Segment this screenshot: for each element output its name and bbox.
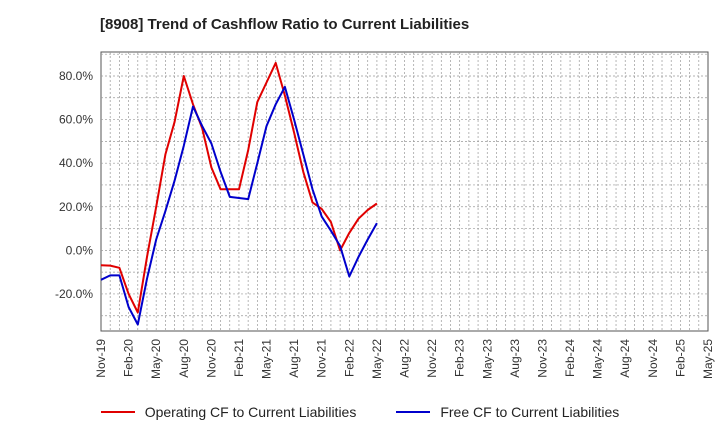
legend-swatch-free-cf: [396, 411, 431, 413]
x-tick-label: May-25: [701, 339, 715, 379]
y-tick-label: 80.0%: [59, 69, 93, 83]
x-tick-label: Nov-24: [646, 339, 660, 378]
x-tick-label: Nov-21: [315, 339, 329, 378]
x-tick-label: Feb-24: [563, 339, 577, 377]
x-tick-label: Feb-20: [122, 339, 136, 377]
series-line-free-cf: [100, 85, 378, 326]
x-tick-label: Aug-24: [618, 339, 632, 378]
chart-title: [8908] Trend of Cashflow Ratio to Curren…: [100, 16, 470, 33]
x-tick-label: Aug-21: [287, 339, 301, 378]
legend-label-operating-cf: Operating CF to Current Liabilities: [144, 404, 357, 420]
x-tick-label: Aug-20: [177, 339, 191, 378]
x-tick-label: May-24: [591, 339, 605, 379]
x-tick-label: Aug-23: [508, 339, 522, 378]
legend-swatch-operating-cf: [100, 411, 135, 413]
x-tick-label: May-20: [149, 339, 163, 379]
x-tick-label: Feb-21: [232, 339, 246, 377]
legend-item-free-cf: Free CF to Current Liabilities: [396, 404, 619, 420]
legend-item-operating-cf: Operating CF to Current Liabilities: [100, 404, 357, 420]
x-tick-label: May-23: [480, 339, 494, 379]
x-tick-label: Nov-22: [425, 339, 439, 378]
x-tick-label: Feb-22: [342, 339, 356, 377]
y-tick-label: 20.0%: [59, 200, 93, 214]
legend-label-free-cf: Free CF to Current Liabilities: [440, 404, 620, 420]
x-tick-label: Feb-25: [673, 339, 687, 377]
legend: Operating CF to Current Liabilities Free…: [0, 404, 720, 420]
series-line-operating-cf: [100, 61, 378, 314]
x-tick-label: Nov-19: [94, 339, 108, 378]
x-tick-label: Feb-23: [453, 339, 467, 377]
x-tick-label: Nov-20: [204, 339, 218, 378]
y-tick-label: -20.0%: [55, 287, 93, 301]
y-tick-label: 0.0%: [66, 243, 94, 257]
x-tick-label: May-21: [260, 339, 274, 379]
y-tick-label: 60.0%: [59, 113, 93, 127]
y-tick-label: 40.0%: [59, 156, 93, 170]
x-tick-label: Nov-23: [535, 339, 549, 378]
x-tick-label: May-22: [370, 339, 384, 379]
x-tick-label: Aug-22: [398, 339, 412, 378]
